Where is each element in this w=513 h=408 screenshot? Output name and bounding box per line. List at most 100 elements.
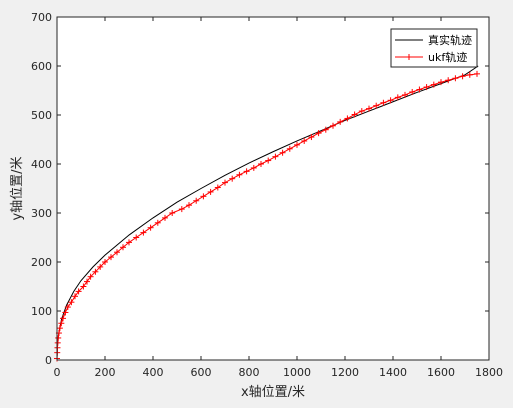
y-tick-label: 700 — [31, 11, 52, 24]
x-tick-label: 1800 — [475, 366, 503, 379]
series-point — [60, 315, 66, 322]
legend-marker-ukf — [406, 54, 412, 60]
series-point — [286, 145, 293, 152]
x-tick-label: 1400 — [379, 366, 407, 379]
legend: 真实轨迹 ukf轨迹 — [390, 28, 478, 68]
series-point — [315, 130, 322, 137]
series-point — [394, 94, 401, 101]
series-point — [207, 188, 214, 195]
series-point — [330, 122, 336, 129]
series-point — [126, 239, 132, 246]
series-point — [351, 111, 358, 118]
series-point — [272, 153, 279, 160]
series-point — [243, 168, 250, 175]
y-tick-label: 600 — [31, 60, 52, 73]
series-point — [402, 91, 408, 98]
series-point — [108, 254, 114, 261]
series-point — [147, 224, 154, 231]
series-point — [80, 283, 87, 290]
legend-label-ukf: ukf轨迹 — [428, 50, 467, 64]
series-point — [445, 77, 452, 84]
series-point — [438, 79, 444, 86]
series-point — [102, 259, 108, 265]
series-point — [337, 118, 344, 125]
series-point — [229, 175, 236, 182]
x-tick-label: 400 — [143, 366, 164, 379]
series-point — [62, 309, 69, 316]
series-layer — [54, 65, 480, 362]
series-point — [416, 86, 423, 93]
axes-box — [56, 16, 490, 361]
series-point — [366, 105, 372, 112]
x-tick-label: 1000 — [283, 366, 311, 379]
series-point — [387, 97, 394, 104]
series-point — [236, 171, 243, 178]
series-point — [92, 268, 99, 275]
y-tick-label: 200 — [31, 256, 52, 269]
x-tick-label: 1600 — [427, 366, 455, 379]
y-tick-label: 300 — [31, 207, 52, 220]
y-tick-label: 100 — [31, 305, 52, 318]
series-point — [200, 193, 207, 200]
series-point — [474, 70, 480, 77]
y-tick-label: 500 — [31, 109, 52, 122]
series-point — [186, 202, 192, 209]
series-point — [222, 179, 228, 186]
y-tick-label: 0 — [45, 354, 52, 367]
x-tick-label: 200 — [95, 366, 116, 379]
series-point — [294, 141, 300, 148]
plot-area — [57, 17, 489, 360]
series-1 — [54, 70, 480, 362]
series-point — [68, 299, 75, 306]
series-point — [423, 84, 430, 91]
series-point — [265, 157, 272, 164]
series-point — [114, 249, 120, 256]
series-point — [56, 325, 63, 332]
x-tick-label: 800 — [239, 366, 260, 379]
series-point — [459, 73, 466, 80]
series-point — [214, 184, 221, 191]
series-point — [55, 334, 62, 341]
series-point — [452, 75, 459, 82]
series-point — [430, 81, 437, 88]
legend-label-true: 真实轨迹 — [428, 33, 472, 47]
series-point — [84, 278, 90, 285]
x-axis-ticks: 0 200 400 600 800 1000 1200 1400 1600 1800 — [54, 17, 503, 379]
legend-box — [390, 28, 478, 68]
series-point — [193, 197, 200, 204]
series-point — [75, 288, 82, 295]
series-point — [466, 71, 473, 78]
series-point — [279, 149, 286, 156]
series-point — [308, 134, 315, 141]
series-point — [169, 210, 176, 216]
series-point — [120, 244, 126, 251]
series-point — [301, 137, 308, 144]
series-point — [140, 229, 147, 236]
series-point — [358, 108, 365, 115]
x-tick-label: 1200 — [331, 366, 359, 379]
x-tick-label: 0 — [54, 366, 61, 379]
series-point — [344, 115, 351, 122]
series-point — [322, 126, 329, 133]
legend-plus — [406, 54, 412, 60]
x-tick-label: 600 — [191, 366, 212, 379]
x-axis-label: x轴位置/米 — [241, 385, 305, 400]
series-point — [178, 206, 185, 213]
series-point — [258, 161, 264, 167]
series-point — [162, 214, 168, 221]
series-point — [97, 263, 104, 270]
series-point — [64, 304, 71, 311]
series-point — [373, 102, 380, 109]
series-point — [72, 293, 78, 300]
series-point — [380, 99, 387, 106]
y-tick-label: 400 — [31, 158, 52, 171]
series-point — [409, 88, 416, 95]
series-point — [154, 219, 161, 226]
y-axis-label: y轴位置/米 — [10, 156, 25, 220]
series-point — [87, 273, 94, 280]
series-point — [58, 320, 65, 327]
series-point — [250, 164, 257, 171]
series-point — [133, 234, 140, 241]
